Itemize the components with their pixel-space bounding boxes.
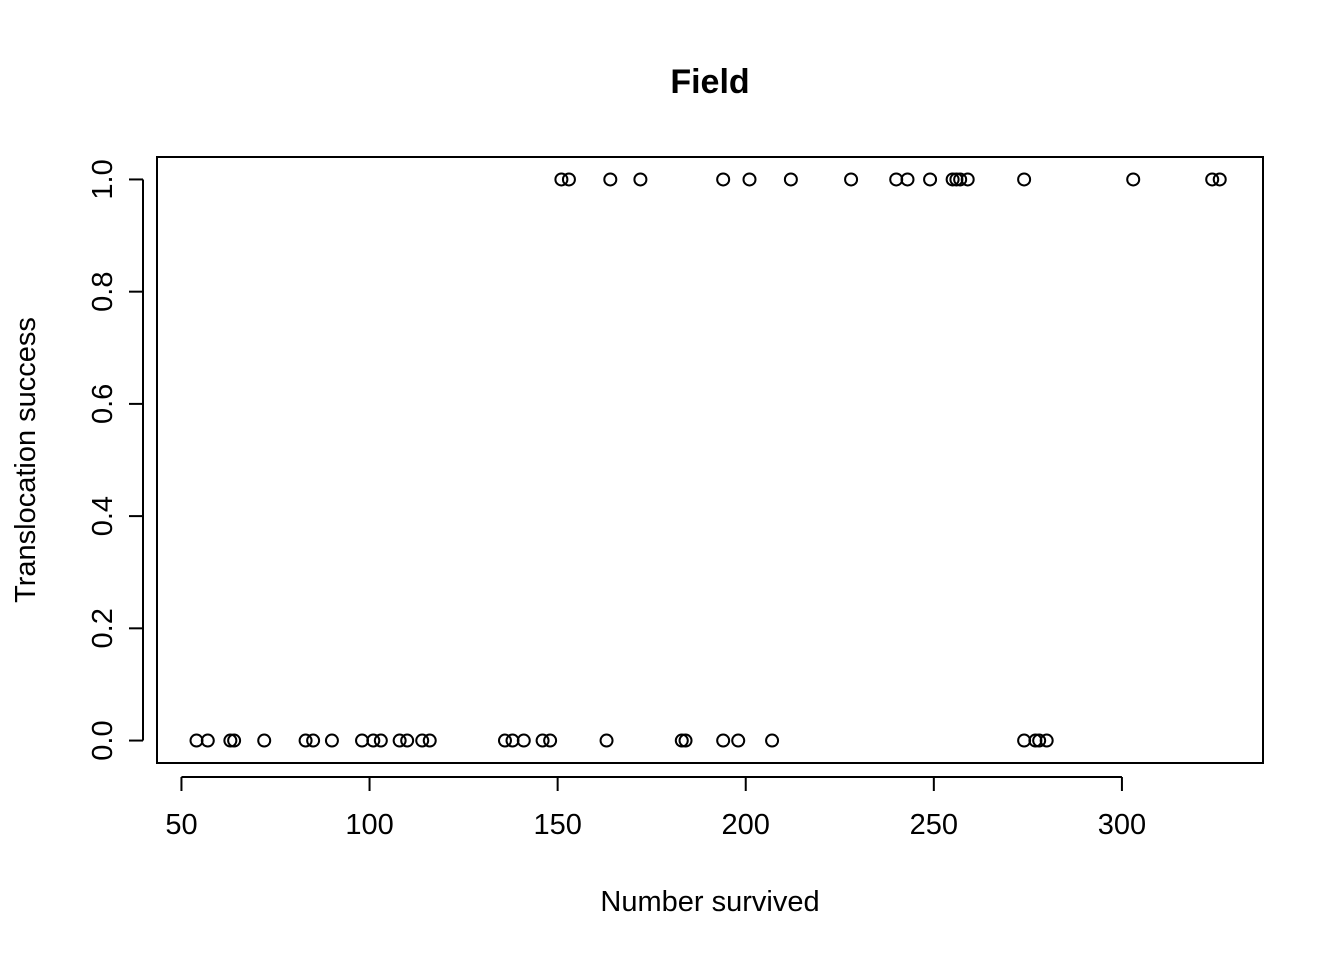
data-point bbox=[1039, 733, 1054, 748]
data-point bbox=[716, 172, 731, 187]
x-tick-label: 250 bbox=[910, 809, 958, 841]
data-point bbox=[200, 733, 215, 748]
y-tick-label: 0.8 bbox=[87, 272, 119, 312]
data-point bbox=[923, 172, 938, 187]
data-point bbox=[505, 733, 520, 748]
y-tick-label: 0.6 bbox=[87, 384, 119, 424]
data-point bbox=[497, 733, 512, 748]
x-axis: 50 100 150 200 250 300 bbox=[165, 776, 1146, 841]
y-tick-label: 0.2 bbox=[87, 608, 119, 648]
data-point bbox=[535, 733, 550, 748]
data-point bbox=[189, 733, 204, 748]
data-point bbox=[1212, 172, 1227, 187]
data-point bbox=[298, 733, 313, 748]
data-point bbox=[674, 733, 689, 748]
data-point bbox=[355, 733, 370, 748]
x-tick-label: 100 bbox=[345, 809, 393, 841]
data-point bbox=[960, 172, 975, 187]
y-axis-title: Translocation success bbox=[10, 317, 42, 603]
data-point bbox=[543, 733, 558, 748]
data-point bbox=[415, 733, 430, 748]
data-point bbox=[603, 172, 618, 187]
data-point bbox=[844, 172, 859, 187]
data-point bbox=[1126, 172, 1141, 187]
data-point bbox=[306, 733, 321, 748]
data-point bbox=[1205, 172, 1220, 187]
data-point bbox=[633, 172, 648, 187]
y-tick-label: 0.0 bbox=[87, 720, 119, 760]
x-tick-label: 300 bbox=[1098, 809, 1146, 841]
data-point bbox=[1017, 733, 1032, 748]
y-tick-label: 0.4 bbox=[87, 496, 119, 536]
y-axis: 0.0 0.2 0.4 0.6 0.8 1.0 bbox=[87, 159, 144, 761]
data-point bbox=[400, 733, 415, 748]
data-point bbox=[516, 733, 531, 748]
data-point bbox=[554, 172, 569, 187]
x-tick-label: 200 bbox=[722, 809, 770, 841]
chart-title: Field bbox=[670, 63, 749, 101]
data-point bbox=[392, 733, 407, 748]
data-point bbox=[422, 733, 437, 748]
data-point bbox=[716, 733, 731, 748]
plot-area-border bbox=[156, 156, 1264, 764]
x-tick-label: 50 bbox=[165, 809, 197, 841]
data-point bbox=[889, 172, 904, 187]
data-point bbox=[257, 733, 272, 748]
data-point bbox=[678, 733, 693, 748]
data-point bbox=[1017, 172, 1032, 187]
data-point bbox=[561, 172, 576, 187]
data-point bbox=[783, 172, 798, 187]
y-tick-label: 1.0 bbox=[87, 159, 119, 199]
data-point bbox=[742, 172, 757, 187]
data-point bbox=[1032, 733, 1047, 748]
data-point bbox=[953, 172, 968, 187]
data-point bbox=[945, 172, 960, 187]
x-tick-label: 150 bbox=[533, 809, 581, 841]
data-point bbox=[765, 733, 780, 748]
data-point bbox=[731, 733, 746, 748]
data-point bbox=[366, 733, 381, 748]
data-point bbox=[599, 733, 614, 748]
data-point bbox=[227, 733, 242, 748]
x-axis-title: Number survived bbox=[600, 886, 819, 918]
data-point bbox=[900, 172, 915, 187]
data-point bbox=[324, 733, 339, 748]
data-point bbox=[223, 733, 238, 748]
data-points bbox=[189, 172, 1227, 748]
data-point bbox=[373, 733, 388, 748]
